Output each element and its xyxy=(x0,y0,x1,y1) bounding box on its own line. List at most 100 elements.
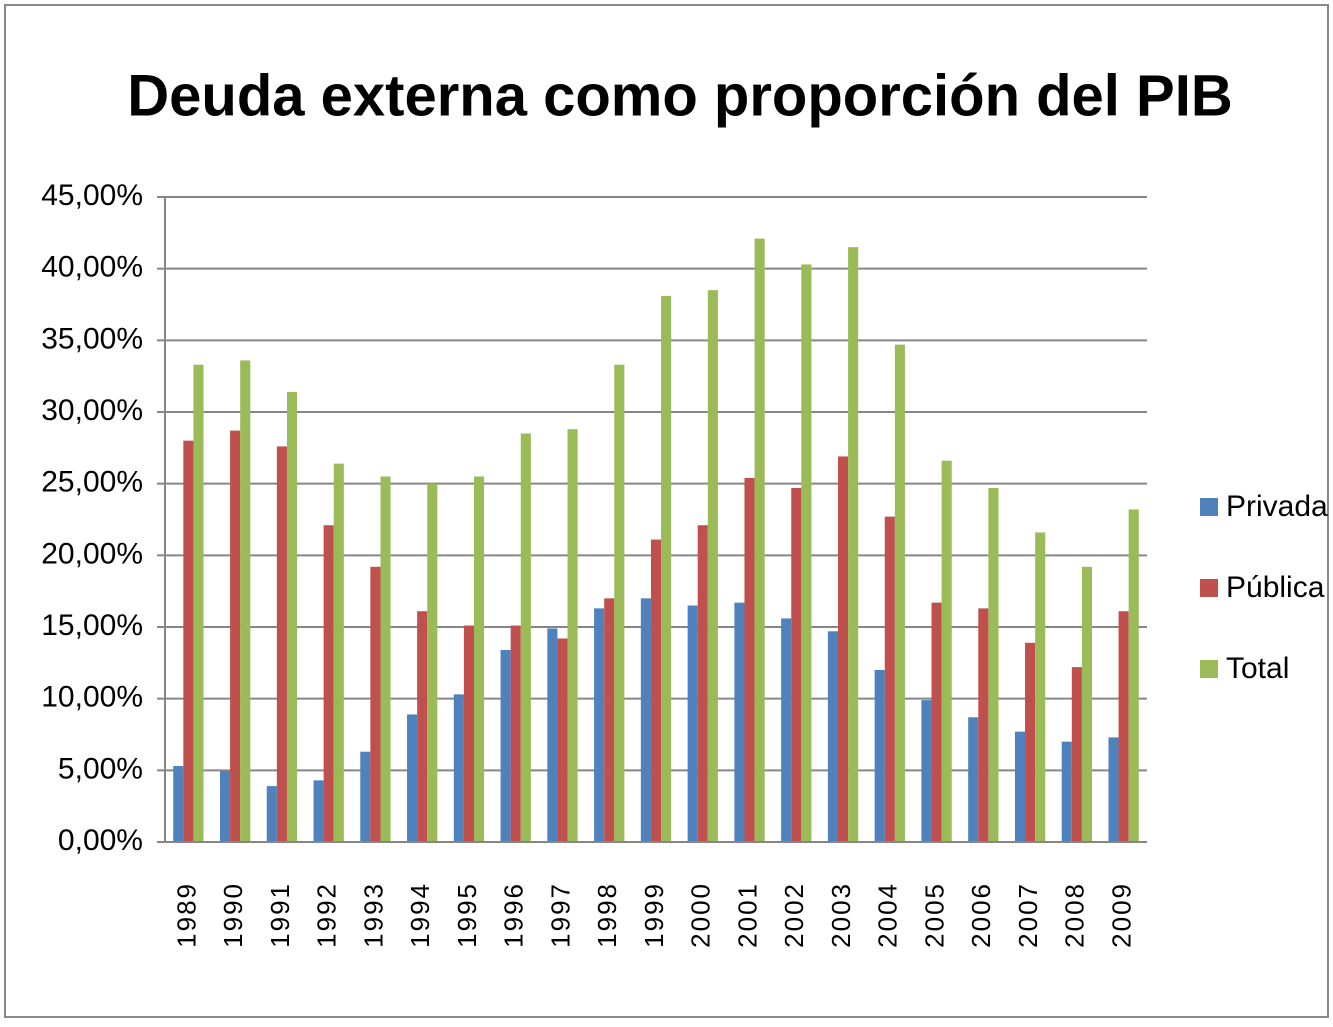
bar xyxy=(1061,741,1072,842)
bar xyxy=(370,566,381,842)
bar xyxy=(921,700,932,842)
bar xyxy=(1118,611,1129,842)
bar xyxy=(894,344,905,842)
bar xyxy=(240,360,251,842)
bar xyxy=(781,618,792,842)
bar xyxy=(978,608,989,842)
y-tick-label: 25,00% xyxy=(41,466,143,499)
x-tick-label: 2000 xyxy=(686,882,716,948)
bar xyxy=(360,751,371,842)
x-tick-label: 1994 xyxy=(405,882,435,948)
x-tick-label: 2007 xyxy=(1013,882,1043,948)
y-tick-label: 5,00% xyxy=(58,752,143,785)
bar xyxy=(827,631,838,842)
x-tick-label: 2008 xyxy=(1060,882,1090,948)
y-tick-label: 15,00% xyxy=(41,609,143,642)
y-tick-label: 0,00% xyxy=(58,824,143,857)
bar xyxy=(407,714,418,842)
legend-label: Pública xyxy=(1226,571,1325,604)
bar xyxy=(1035,532,1046,842)
bar xyxy=(500,649,511,842)
legend-swatch xyxy=(1200,498,1218,516)
bar xyxy=(968,717,979,842)
bar xyxy=(276,446,287,842)
y-tick-label: 40,00% xyxy=(41,251,143,284)
x-tick-label: 1990 xyxy=(218,882,248,948)
bar xyxy=(687,605,698,842)
bar xyxy=(427,483,438,842)
y-tick-label: 30,00% xyxy=(41,394,143,427)
chart-title: Deuda externa como proporción del PIB xyxy=(127,63,1232,128)
bar xyxy=(173,766,184,842)
bar xyxy=(848,247,859,842)
bar xyxy=(931,602,942,842)
bar xyxy=(474,476,485,842)
bar xyxy=(884,516,895,842)
bar xyxy=(183,440,194,842)
bar xyxy=(594,608,605,842)
bar xyxy=(1071,667,1082,842)
bar xyxy=(520,433,531,842)
bar xyxy=(988,487,999,842)
bar xyxy=(661,295,672,842)
x-tick-label: 2009 xyxy=(1106,882,1136,948)
bar xyxy=(1108,737,1119,842)
bar xyxy=(1014,731,1026,842)
bar xyxy=(614,364,625,842)
bar xyxy=(193,364,204,842)
bar xyxy=(640,598,651,842)
x-tick-label: 1993 xyxy=(358,882,388,948)
bar xyxy=(323,525,334,842)
bar xyxy=(1081,566,1093,842)
bar xyxy=(791,487,802,842)
legend-label: Privada xyxy=(1226,490,1328,523)
bar xyxy=(219,771,231,842)
bar xyxy=(567,429,578,842)
bar xyxy=(313,780,324,842)
legend-label: Total xyxy=(1226,652,1289,685)
bar xyxy=(744,477,755,842)
x-tick-label: 2002 xyxy=(779,882,809,948)
bar xyxy=(286,391,298,842)
bar xyxy=(333,463,344,842)
x-tick-label: 2003 xyxy=(826,882,856,948)
y-tick-label: 45,00% xyxy=(41,179,143,212)
x-tick-label: 2001 xyxy=(732,882,762,948)
x-tick-label: 1992 xyxy=(312,882,342,948)
bar xyxy=(453,694,464,842)
x-tick-label: 1999 xyxy=(639,882,669,948)
bar xyxy=(734,602,745,842)
bar xyxy=(707,290,718,843)
bar xyxy=(941,460,952,842)
bar xyxy=(874,670,885,842)
bar xyxy=(801,264,812,842)
y-tick-label: 20,00% xyxy=(41,537,143,570)
x-tick-label: 1995 xyxy=(452,882,482,948)
bar xyxy=(697,525,708,842)
bar xyxy=(837,456,849,842)
bar xyxy=(230,430,241,842)
x-tick-label: 1997 xyxy=(545,882,575,948)
x-tick-label: 1991 xyxy=(265,882,295,948)
bar xyxy=(547,628,558,842)
bar xyxy=(604,598,615,842)
x-tick-label: 1989 xyxy=(171,882,201,948)
bar xyxy=(1128,509,1139,842)
legend-swatch xyxy=(1200,660,1218,678)
x-tick-label: 2005 xyxy=(919,882,949,948)
x-tick-label: 2004 xyxy=(873,882,903,948)
x-tick-label: 2006 xyxy=(966,882,996,948)
y-tick-label: 10,00% xyxy=(41,681,143,714)
x-tick-label: 1996 xyxy=(499,882,529,948)
bar xyxy=(510,625,521,842)
bar xyxy=(266,786,277,842)
bar xyxy=(650,539,662,842)
bar xyxy=(417,611,428,842)
bar xyxy=(463,625,475,842)
x-tick-label: 1998 xyxy=(592,882,622,948)
bar xyxy=(754,238,765,843)
y-tick-label: 35,00% xyxy=(41,322,143,355)
bar xyxy=(1025,642,1036,842)
legend-swatch xyxy=(1200,579,1218,597)
